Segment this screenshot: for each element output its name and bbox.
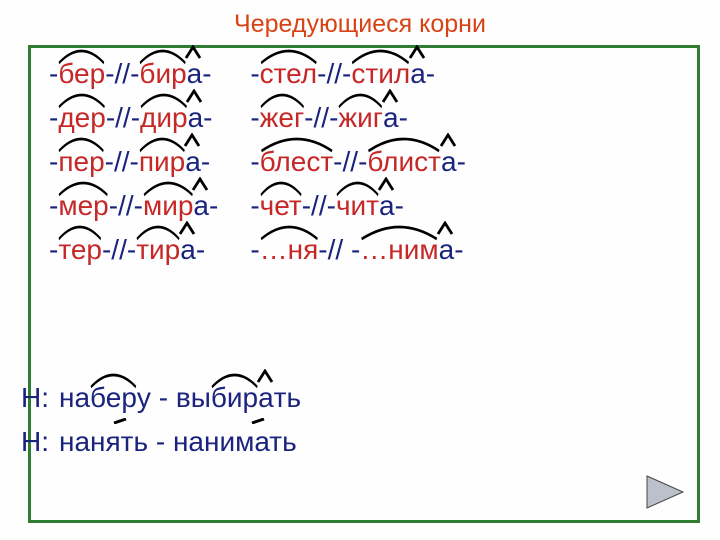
content-box: -бер-//-бира--дер-//-дира--пер-//-пира--… (28, 45, 700, 523)
root-pair: -чет-//-чита- (250, 184, 466, 228)
root-pair: -жег-//-жига- (250, 96, 466, 140)
example-label: Н: (21, 382, 59, 413)
page-title: Чередующиеся корни (0, 0, 720, 45)
examples-block: Н:наберу - выбирать Н:нанять - нанимать (21, 376, 301, 464)
root-pair: -мер-//-мира- (49, 184, 218, 228)
roots-grid: -бер-//-бира--дер-//-дира--пер-//-пира--… (49, 52, 697, 272)
play-button[interactable] (643, 472, 687, 512)
roots-column-right: -стел-//-стила--жег-//-жига--блест-//-бл… (250, 52, 466, 272)
root-pair: -тер-//-тира- (49, 228, 218, 272)
root-pair: -пер-//-пира- (49, 140, 218, 184)
root-pair: -стел-//-стила- (250, 52, 466, 96)
root-pair: -дер-//-дира- (49, 96, 218, 140)
example-line-2: Н:нанять - нанимать (21, 420, 301, 464)
root-pair: -бер-//-бира- (49, 52, 218, 96)
roots-column-left: -бер-//-бира--дер-//-дира--пер-//-пира--… (49, 52, 218, 272)
root-pair: -блест-//-блиста- (250, 140, 466, 184)
example-label: Н: (21, 426, 59, 457)
example-word: наберу (59, 376, 151, 420)
example-word: выбирать (176, 376, 301, 420)
example-word: нанять - нанимать (59, 420, 297, 464)
root-pair: -…ня-// -…нима- (250, 228, 466, 272)
example-line-1: Н:наберу - выбирать (21, 376, 301, 420)
